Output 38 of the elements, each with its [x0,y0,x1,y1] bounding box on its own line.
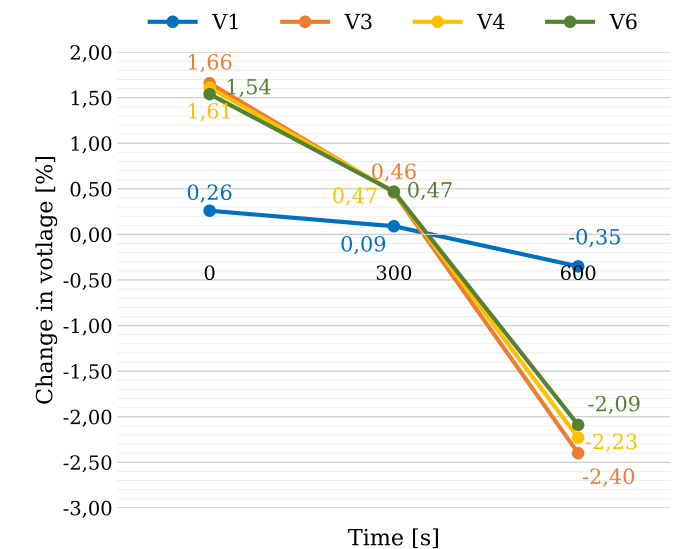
data-label: -2,23 [586,433,637,452]
y-tick-label: 0,50 [70,182,112,199]
y-tick-label: 2,00 [70,45,112,62]
y-tick-label: 0,00 [70,227,112,244]
point [388,220,400,232]
x-axis-title: Time [s] [348,528,438,548]
y-tick-label: -2,50 [64,455,112,472]
data-label: 0,47 [333,187,377,206]
y-tick-label: -0,50 [64,272,112,290]
point [572,446,584,460]
legend-label: V3 [344,14,372,30]
y-tick-label: 1,50 [72,90,112,108]
data-label: 0,47 [408,182,452,200]
y-tick-label: 1,00 [72,136,112,154]
y-tick-label: -3,00 [64,500,112,518]
y-axis-title: Change in votlage [%] [35,156,58,404]
data-label: -2,09 [588,396,640,414]
point [203,204,216,217]
legend-label: V4 [477,14,504,30]
legend-label: V1 [212,14,238,30]
legend-label: V6 [609,14,637,30]
y-tick-label: -2,00 [64,410,112,427]
data-label: 1,66 [188,54,232,72]
data-label: 1,54 [228,78,271,98]
point [203,88,216,100]
data-label: -2,40 [582,468,634,487]
point [572,431,584,444]
y-tick-label: -1,00 [64,318,112,336]
x-tick-label: 300 [376,265,412,280]
data-label: 0,46 [372,163,416,182]
x-tick-label: 600 [560,265,596,280]
data-label: 1,61 [188,102,230,122]
y-tick-label: -1,50 [64,364,112,382]
x-tick-label: 0 [204,265,214,280]
data-label: 0,26 [188,184,232,203]
point [572,418,584,432]
data-label: -0,35 [569,228,620,248]
data-label: 0,09 [341,236,386,254]
